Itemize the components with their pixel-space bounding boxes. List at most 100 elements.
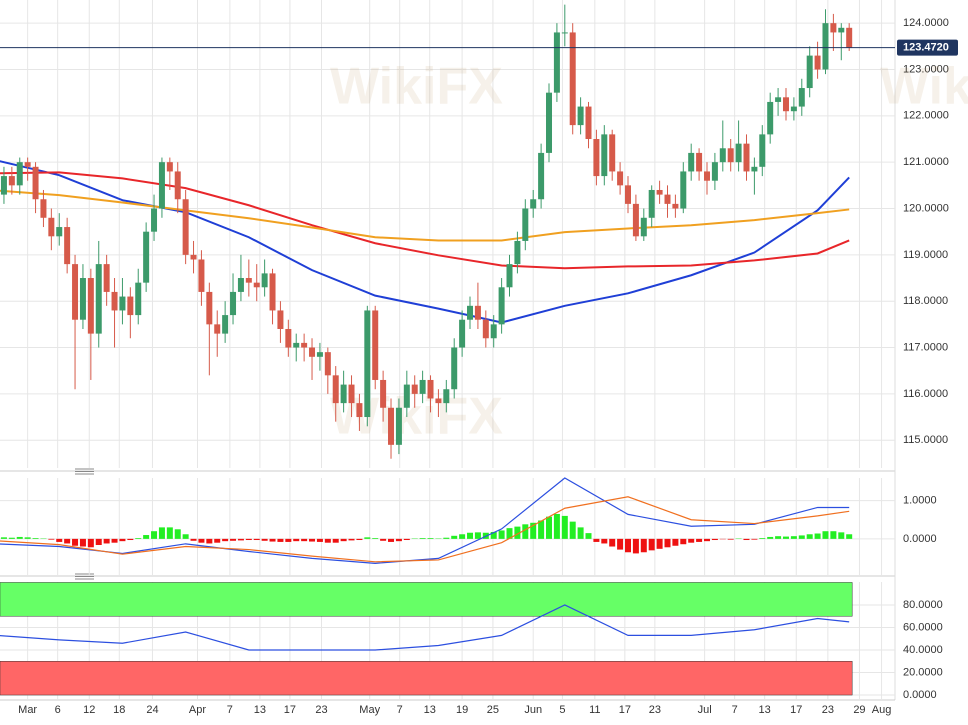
x-tick-label: Apr — [189, 704, 206, 716]
x-tick-label: Jun — [524, 704, 542, 716]
candle-body — [269, 273, 276, 311]
x-tick-label: 13 — [254, 704, 266, 716]
candle-body — [64, 227, 71, 265]
histogram-bar — [348, 538, 355, 541]
histogram-bar — [759, 538, 766, 539]
candle-body — [743, 143, 750, 172]
candle-body — [830, 23, 837, 33]
candle-body — [719, 148, 726, 163]
candle-body — [672, 203, 679, 209]
histogram-bar — [293, 538, 300, 542]
histogram-bar — [751, 538, 758, 540]
histogram-bar — [8, 537, 15, 539]
y-tick-label: 115.0000 — [903, 434, 948, 446]
candle-body — [111, 291, 118, 311]
candle-body — [482, 319, 489, 339]
candle-body — [214, 324, 221, 334]
candle-body — [735, 143, 742, 163]
candle-body — [190, 254, 197, 260]
histogram-bar — [111, 538, 118, 543]
histogram-bar — [32, 538, 39, 539]
candle-body — [261, 273, 268, 288]
x-tick-label: 23 — [649, 704, 661, 716]
candle-body — [759, 134, 766, 167]
indicator-line — [0, 477, 850, 564]
candle-body — [553, 32, 560, 93]
histogram-bar — [561, 515, 568, 539]
histogram-bar — [127, 538, 134, 541]
resize-grip[interactable] — [75, 468, 94, 475]
candle-body — [237, 278, 244, 292]
candle-body — [703, 171, 710, 181]
histogram-bar — [245, 538, 252, 541]
histogram-bar — [72, 538, 79, 546]
candle-body — [245, 278, 252, 283]
candle-body — [324, 352, 331, 376]
candle-body — [617, 171, 624, 186]
histogram-bar — [95, 538, 102, 545]
candle-body — [506, 264, 513, 288]
histogram-bar — [822, 531, 829, 539]
candle-body — [490, 324, 497, 339]
x-tick-label: 17 — [790, 704, 802, 716]
candle-body — [356, 403, 363, 418]
x-tick-label: 5 — [559, 704, 565, 716]
candle-body — [601, 134, 608, 177]
candle-body — [443, 389, 450, 404]
candle-body — [696, 152, 703, 172]
histogram-bar — [158, 527, 165, 539]
histogram-bar — [727, 538, 734, 540]
candle-body — [625, 185, 632, 204]
histogram-bar — [356, 538, 363, 541]
histogram-bar — [546, 516, 553, 539]
candle-body — [230, 291, 237, 316]
candle-body — [253, 282, 260, 288]
candle-body — [79, 278, 86, 320]
x-tick-label: 6 — [55, 704, 61, 716]
x-tick-label: 7 — [732, 704, 738, 716]
resize-grip[interactable] — [75, 573, 94, 580]
candle-body — [838, 27, 845, 33]
candle-body — [459, 319, 466, 348]
histogram-bar — [593, 538, 600, 542]
y-tick-label: 40.0000 — [903, 644, 943, 656]
x-tick-label: 12 — [83, 704, 95, 716]
x-tick-label: 17 — [284, 704, 296, 716]
x-tick-label: 11 — [589, 704, 600, 716]
histogram-bar — [648, 538, 655, 551]
candle-body — [474, 305, 481, 320]
candle-body — [143, 231, 150, 283]
candle-body — [16, 162, 23, 186]
candle-body — [174, 171, 181, 200]
histogram-bar — [617, 538, 624, 550]
histogram-bar — [467, 532, 474, 539]
candle-body — [451, 347, 458, 390]
x-tick-label: May — [359, 704, 380, 716]
candle-body — [395, 407, 402, 445]
histogram-bar — [632, 538, 639, 554]
y-tick-label: 60.0000 — [903, 621, 943, 633]
x-tick-label: Mar — [18, 704, 37, 716]
candle-body — [814, 55, 821, 70]
histogram-bar — [0, 537, 7, 539]
histogram-bar — [688, 538, 695, 543]
candle-body — [427, 379, 434, 399]
histogram-bar — [585, 533, 592, 539]
histogram-bar — [798, 535, 805, 539]
candle-body — [24, 162, 31, 167]
histogram-bar — [553, 513, 560, 539]
x-tick-label: 23 — [315, 704, 327, 716]
x-tick-label: 13 — [424, 704, 436, 716]
watermark: WikiFX — [330, 58, 503, 116]
histogram-bar — [87, 538, 94, 548]
candle-body — [127, 296, 134, 316]
candle-body — [680, 171, 687, 209]
histogram-bar — [696, 538, 703, 542]
histogram-bar — [569, 521, 576, 539]
watermark: WikiFX — [880, 58, 968, 116]
candle-body — [56, 227, 63, 237]
candle-body — [585, 106, 592, 140]
watermark: WikiFX — [330, 388, 503, 446]
histogram-bar — [237, 538, 244, 541]
